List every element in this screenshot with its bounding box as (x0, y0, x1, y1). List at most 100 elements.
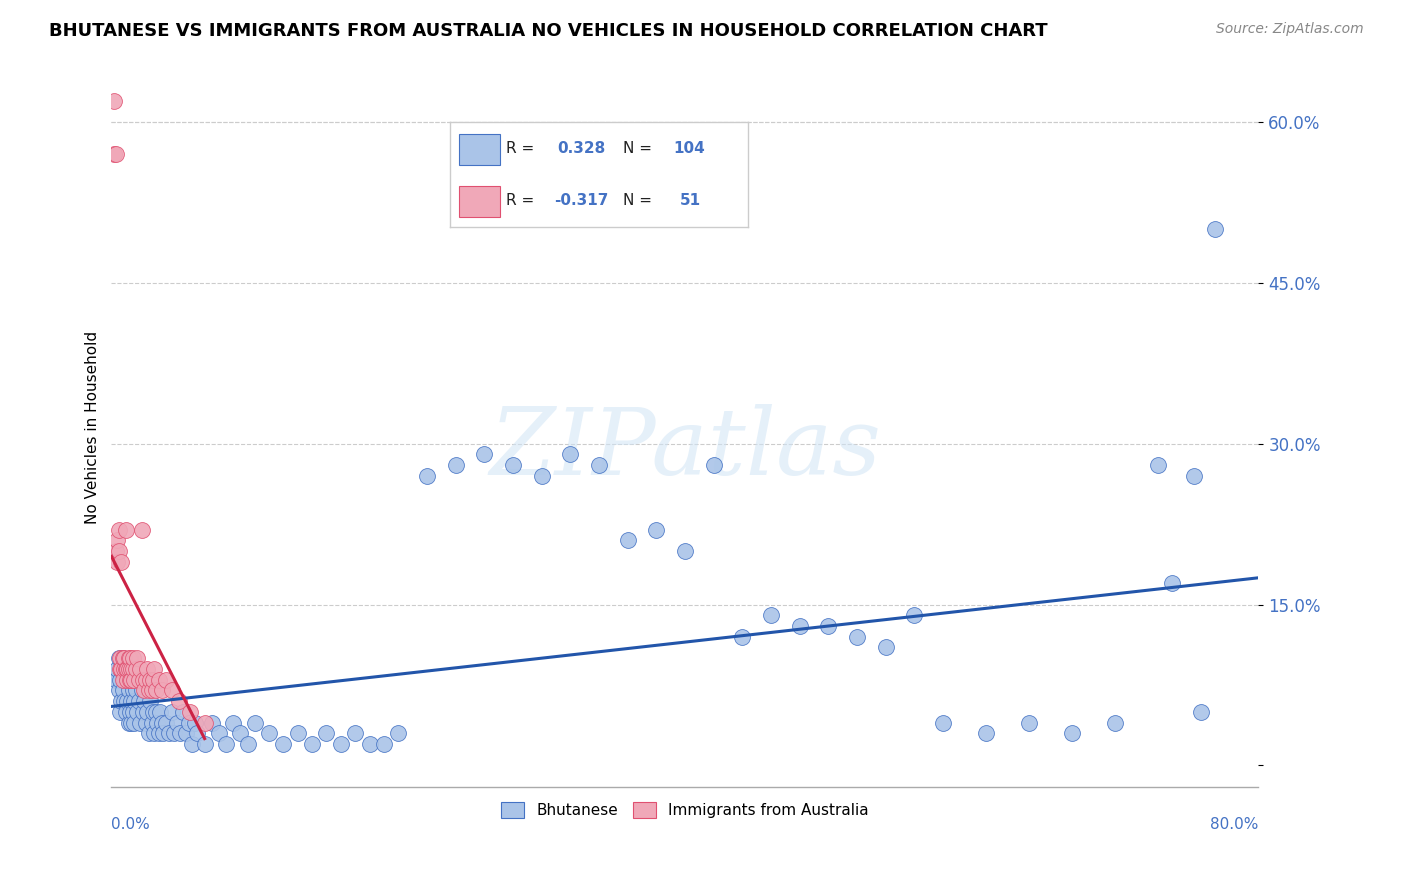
Point (114, 705, 136, 719)
Point (107, 523, 129, 537)
Point (105, 662, 128, 676)
Point (108, 651, 131, 665)
Point (155, 715, 177, 730)
Point (167, 694, 190, 708)
Point (177, 715, 200, 730)
Point (135, 673, 157, 687)
Point (1204, 222, 1226, 236)
Point (141, 683, 163, 698)
Point (974, 726, 997, 740)
Point (121, 662, 143, 676)
Point (703, 458, 725, 473)
Point (139, 673, 162, 687)
Point (387, 726, 409, 740)
Text: 0.0%: 0.0% (111, 817, 150, 832)
Point (139, 694, 162, 708)
Point (122, 705, 145, 719)
Point (157, 726, 180, 740)
Point (134, 694, 156, 708)
Y-axis label: No Vehicles in Household: No Vehicles in Household (86, 331, 100, 524)
Point (103, 147, 125, 161)
Point (131, 683, 153, 698)
Point (136, 705, 159, 719)
Point (129, 662, 152, 676)
Point (111, 651, 134, 665)
Point (108, 705, 131, 719)
Point (111, 673, 134, 687)
Point (114, 662, 136, 676)
Point (183, 715, 205, 730)
Point (243, 715, 266, 730)
Point (179, 705, 201, 719)
Point (114, 662, 136, 676)
Text: 80.0%: 80.0% (1211, 817, 1258, 832)
Point (110, 662, 132, 676)
Point (789, 619, 811, 633)
Point (208, 726, 231, 740)
Point (315, 726, 337, 740)
Point (373, 737, 395, 751)
Point (1062, 726, 1084, 740)
Point (673, 544, 696, 558)
Point (875, 640, 897, 655)
Point (115, 673, 138, 687)
Point (903, 608, 925, 623)
Point (112, 694, 135, 708)
Point (138, 683, 160, 698)
Point (152, 726, 174, 740)
Point (138, 726, 160, 740)
Point (107, 651, 129, 665)
Point (124, 694, 146, 708)
Point (194, 737, 217, 751)
Point (125, 662, 148, 676)
Point (344, 726, 367, 740)
Point (932, 715, 955, 730)
Point (105, 533, 128, 548)
Point (110, 694, 132, 708)
Point (122, 651, 145, 665)
Point (122, 662, 145, 676)
Point (132, 673, 155, 687)
Point (142, 673, 165, 687)
Point (645, 523, 668, 537)
Point (160, 705, 183, 719)
Point (134, 683, 156, 698)
Point (416, 469, 439, 483)
Point (111, 683, 134, 698)
Point (148, 673, 170, 687)
Point (124, 715, 146, 730)
Point (174, 726, 197, 740)
Point (560, 448, 582, 462)
Point (616, 533, 638, 548)
Point (530, 469, 553, 483)
Point (112, 673, 135, 687)
Point (111, 651, 134, 665)
Point (1104, 715, 1126, 730)
Point (118, 705, 141, 719)
Point (731, 630, 754, 644)
Point (186, 726, 208, 740)
Point (163, 726, 186, 740)
Text: ZIPatlas: ZIPatlas (489, 404, 882, 494)
Point (215, 737, 238, 751)
Point (103, 94, 125, 108)
Point (129, 715, 152, 730)
Point (145, 705, 167, 719)
Point (104, 147, 127, 161)
Point (110, 662, 132, 676)
Point (121, 715, 143, 730)
Point (1161, 576, 1184, 591)
Point (143, 726, 166, 740)
Point (149, 705, 172, 719)
Point (124, 673, 146, 687)
Point (160, 683, 183, 698)
Point (115, 694, 138, 708)
Point (817, 619, 839, 633)
Point (222, 715, 245, 730)
Point (166, 715, 188, 730)
Point (229, 726, 252, 740)
Point (150, 683, 173, 698)
Point (194, 715, 217, 730)
Point (145, 683, 167, 698)
Point (127, 651, 149, 665)
